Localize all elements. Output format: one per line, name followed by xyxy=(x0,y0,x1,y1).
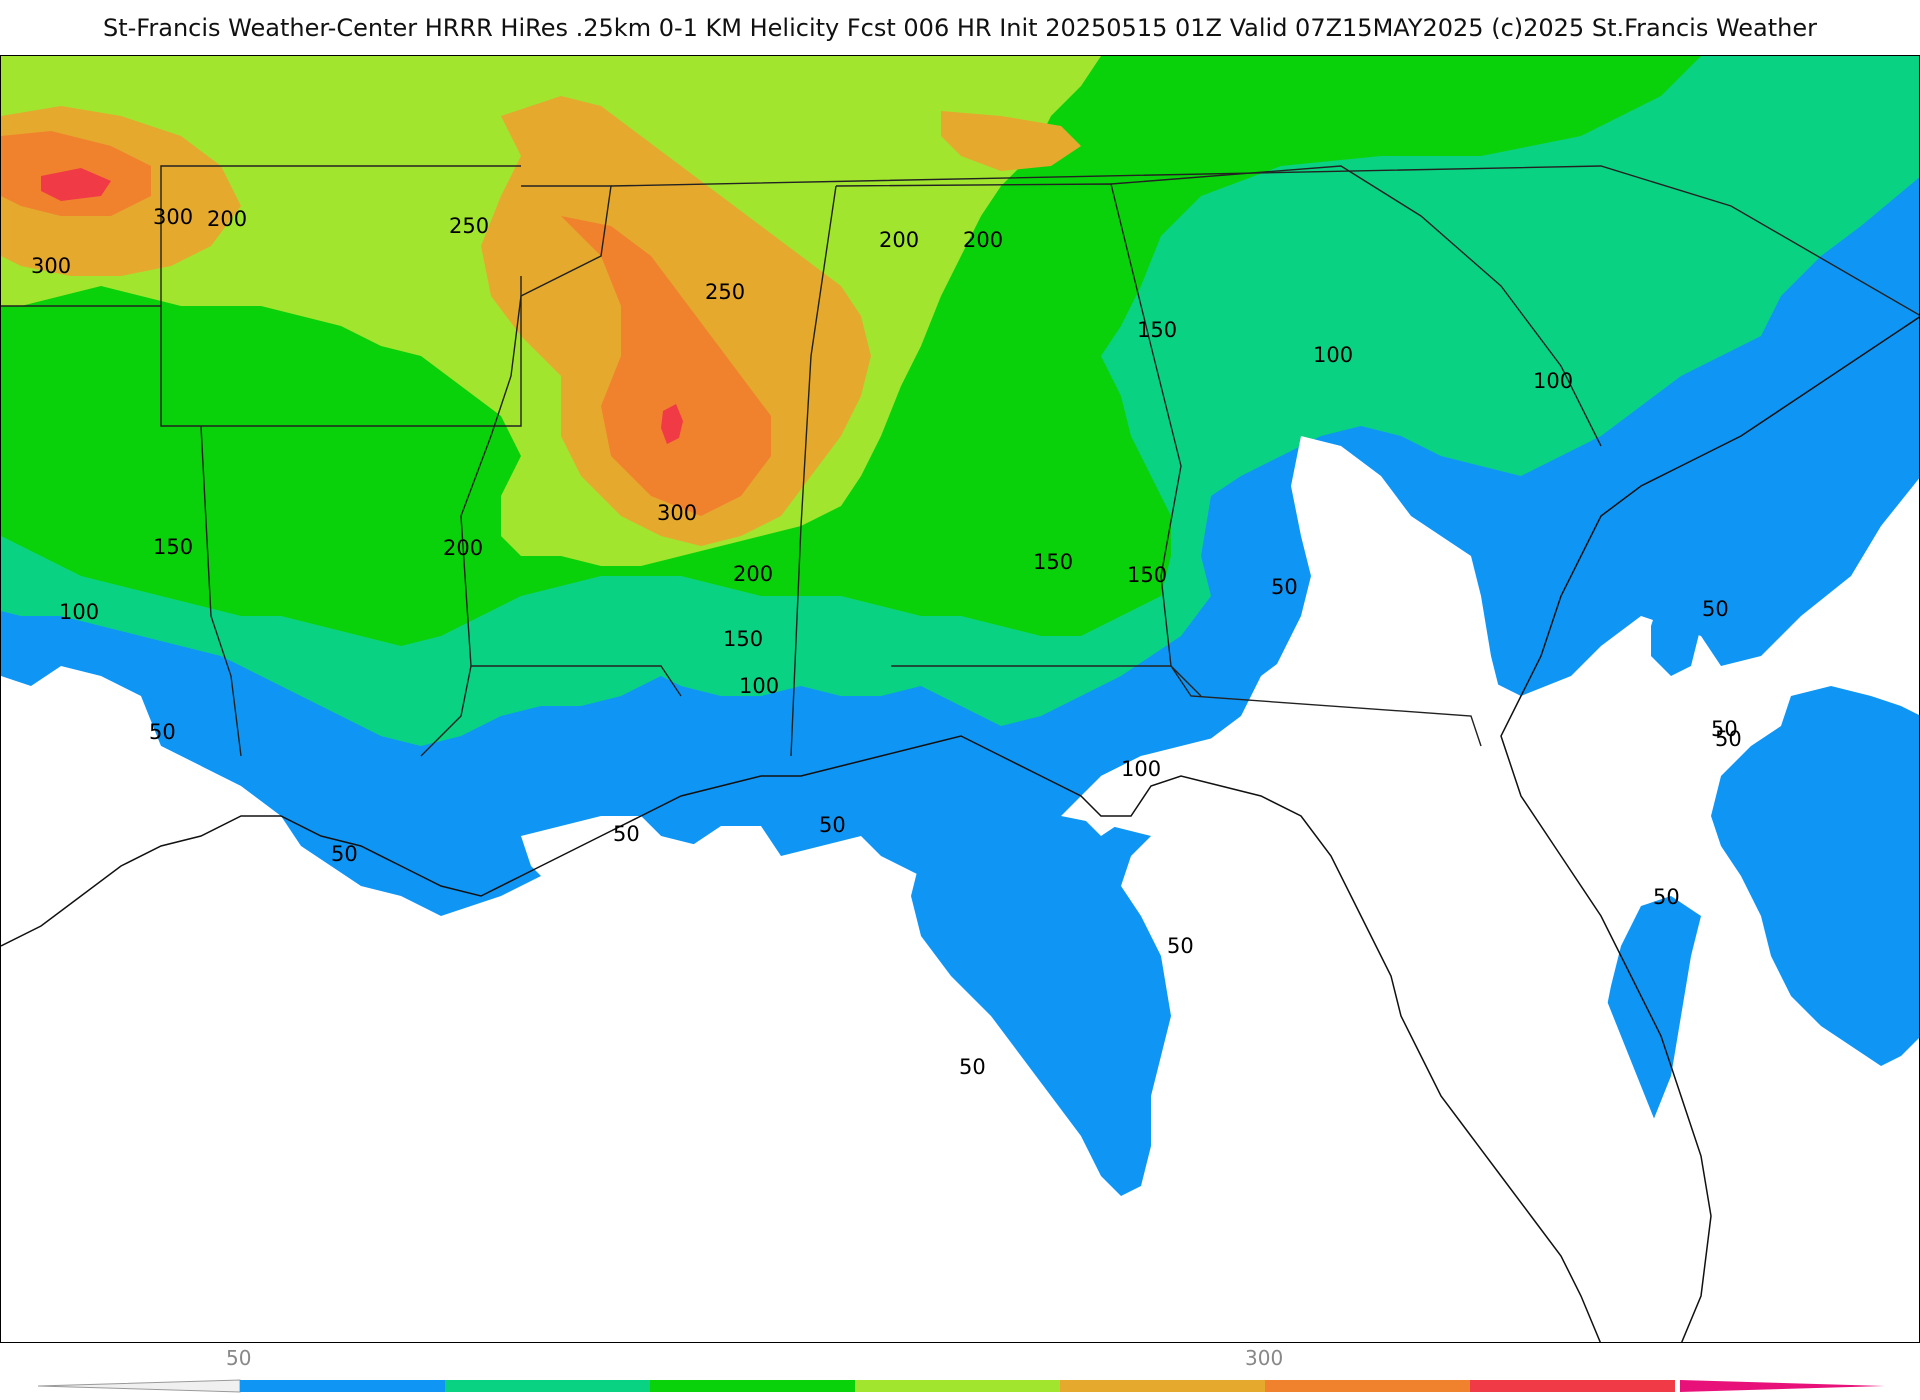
contour-label: 100 xyxy=(739,674,779,698)
boundary-alabama-west xyxy=(790,185,837,757)
boundary-tennessee xyxy=(610,165,1919,316)
color-legend: 50 300 xyxy=(37,1346,1885,1393)
contour-label: 250 xyxy=(449,214,489,238)
contour-label: 200 xyxy=(733,562,773,586)
contour-label: 250 xyxy=(705,280,745,304)
helicity-map: 300 200 300 250 250 200 200 150 100 100 … xyxy=(1,56,1919,1342)
legend-arrow-right xyxy=(1680,1380,1885,1392)
map-panel: 300 200 300 250 250 200 200 150 100 100 … xyxy=(0,55,1920,1343)
contour-label: 200 xyxy=(443,536,483,560)
boundary-alabama-florida xyxy=(891,665,1482,747)
no-data-land xyxy=(1,436,1701,1342)
map-title: St-Francis Weather-Center HRRR HiRes .25… xyxy=(103,14,1817,42)
contour-labels: 300 200 300 250 250 200 200 150 100 100 … xyxy=(31,205,1742,1079)
contour-label: 300 xyxy=(657,501,697,525)
helicity-fill-layers xyxy=(1,56,1919,1196)
contour-label: 150 xyxy=(1137,318,1177,342)
florida-peninsula xyxy=(1081,436,1701,1342)
contour-label: 50 xyxy=(1271,575,1298,599)
contour-label: 300 xyxy=(153,205,193,229)
band-300-region xyxy=(561,216,771,516)
boundary-mississippi xyxy=(460,185,682,697)
state-boundaries xyxy=(1,165,1919,757)
boundary-arkansas xyxy=(160,165,521,306)
contour-label: 100 xyxy=(1313,343,1353,367)
contour-label: 50 xyxy=(149,720,176,744)
contour-label: 50 xyxy=(1702,597,1729,621)
band-50-atlantic-isle xyxy=(1651,586,1701,676)
contour-label: 50 xyxy=(1653,885,1680,909)
boundary-texas-oklahoma xyxy=(1,276,522,427)
band-350-northwest xyxy=(41,168,111,201)
louisiana-coast-land xyxy=(521,816,721,926)
contour-label: 150 xyxy=(1127,563,1167,587)
band-250-north-center xyxy=(941,111,1081,171)
band-350-center xyxy=(661,404,683,444)
contour-label: 200 xyxy=(207,207,247,231)
contour-label: 300 xyxy=(31,254,71,278)
texas-coast-land xyxy=(1,676,301,946)
legend-swatch xyxy=(1470,1380,1675,1392)
contour-label: 150 xyxy=(1033,550,1073,574)
legend-tick-label: 300 xyxy=(1245,1346,1283,1370)
legend-swatches xyxy=(240,1380,1675,1392)
contour-label: 50 xyxy=(959,1055,986,1079)
band-50-gulf-tongue xyxy=(911,716,1171,1196)
contour-label: 100 xyxy=(59,600,99,624)
boundary-ms-la-south xyxy=(420,665,472,757)
contour-label: 150 xyxy=(723,627,763,651)
legend-swatch xyxy=(1265,1380,1470,1392)
legend-swatch xyxy=(240,1380,445,1392)
contour-label: 200 xyxy=(879,228,919,252)
atlantic-coastline xyxy=(1500,316,1919,1342)
legend-swatch xyxy=(855,1380,1060,1392)
contour-label: 50 xyxy=(1711,717,1738,741)
contour-label: 50 xyxy=(331,842,358,866)
gulf-coastline xyxy=(1,735,1601,1342)
contour-label: 100 xyxy=(1533,369,1573,393)
contour-label: 50 xyxy=(819,813,846,837)
boundary-georgia-sc xyxy=(1110,165,1602,447)
legend-swatch xyxy=(650,1380,855,1392)
contour-label: 50 xyxy=(613,822,640,846)
legend-arrow-left xyxy=(37,1379,241,1393)
contour-label: 150 xyxy=(153,535,193,559)
band-50-atlantic xyxy=(1711,686,1919,1066)
boundary-louisiana xyxy=(200,425,242,757)
contour-label: 100 xyxy=(1121,757,1161,781)
legend-swatch xyxy=(1060,1380,1265,1392)
legend-swatch xyxy=(445,1380,650,1392)
coastline xyxy=(1,316,1919,1342)
contour-label: 50 xyxy=(1715,727,1742,751)
contour-label: 50 xyxy=(1167,934,1194,958)
legend-tick-label: 50 xyxy=(226,1346,251,1370)
contour-label: 200 xyxy=(963,228,1003,252)
